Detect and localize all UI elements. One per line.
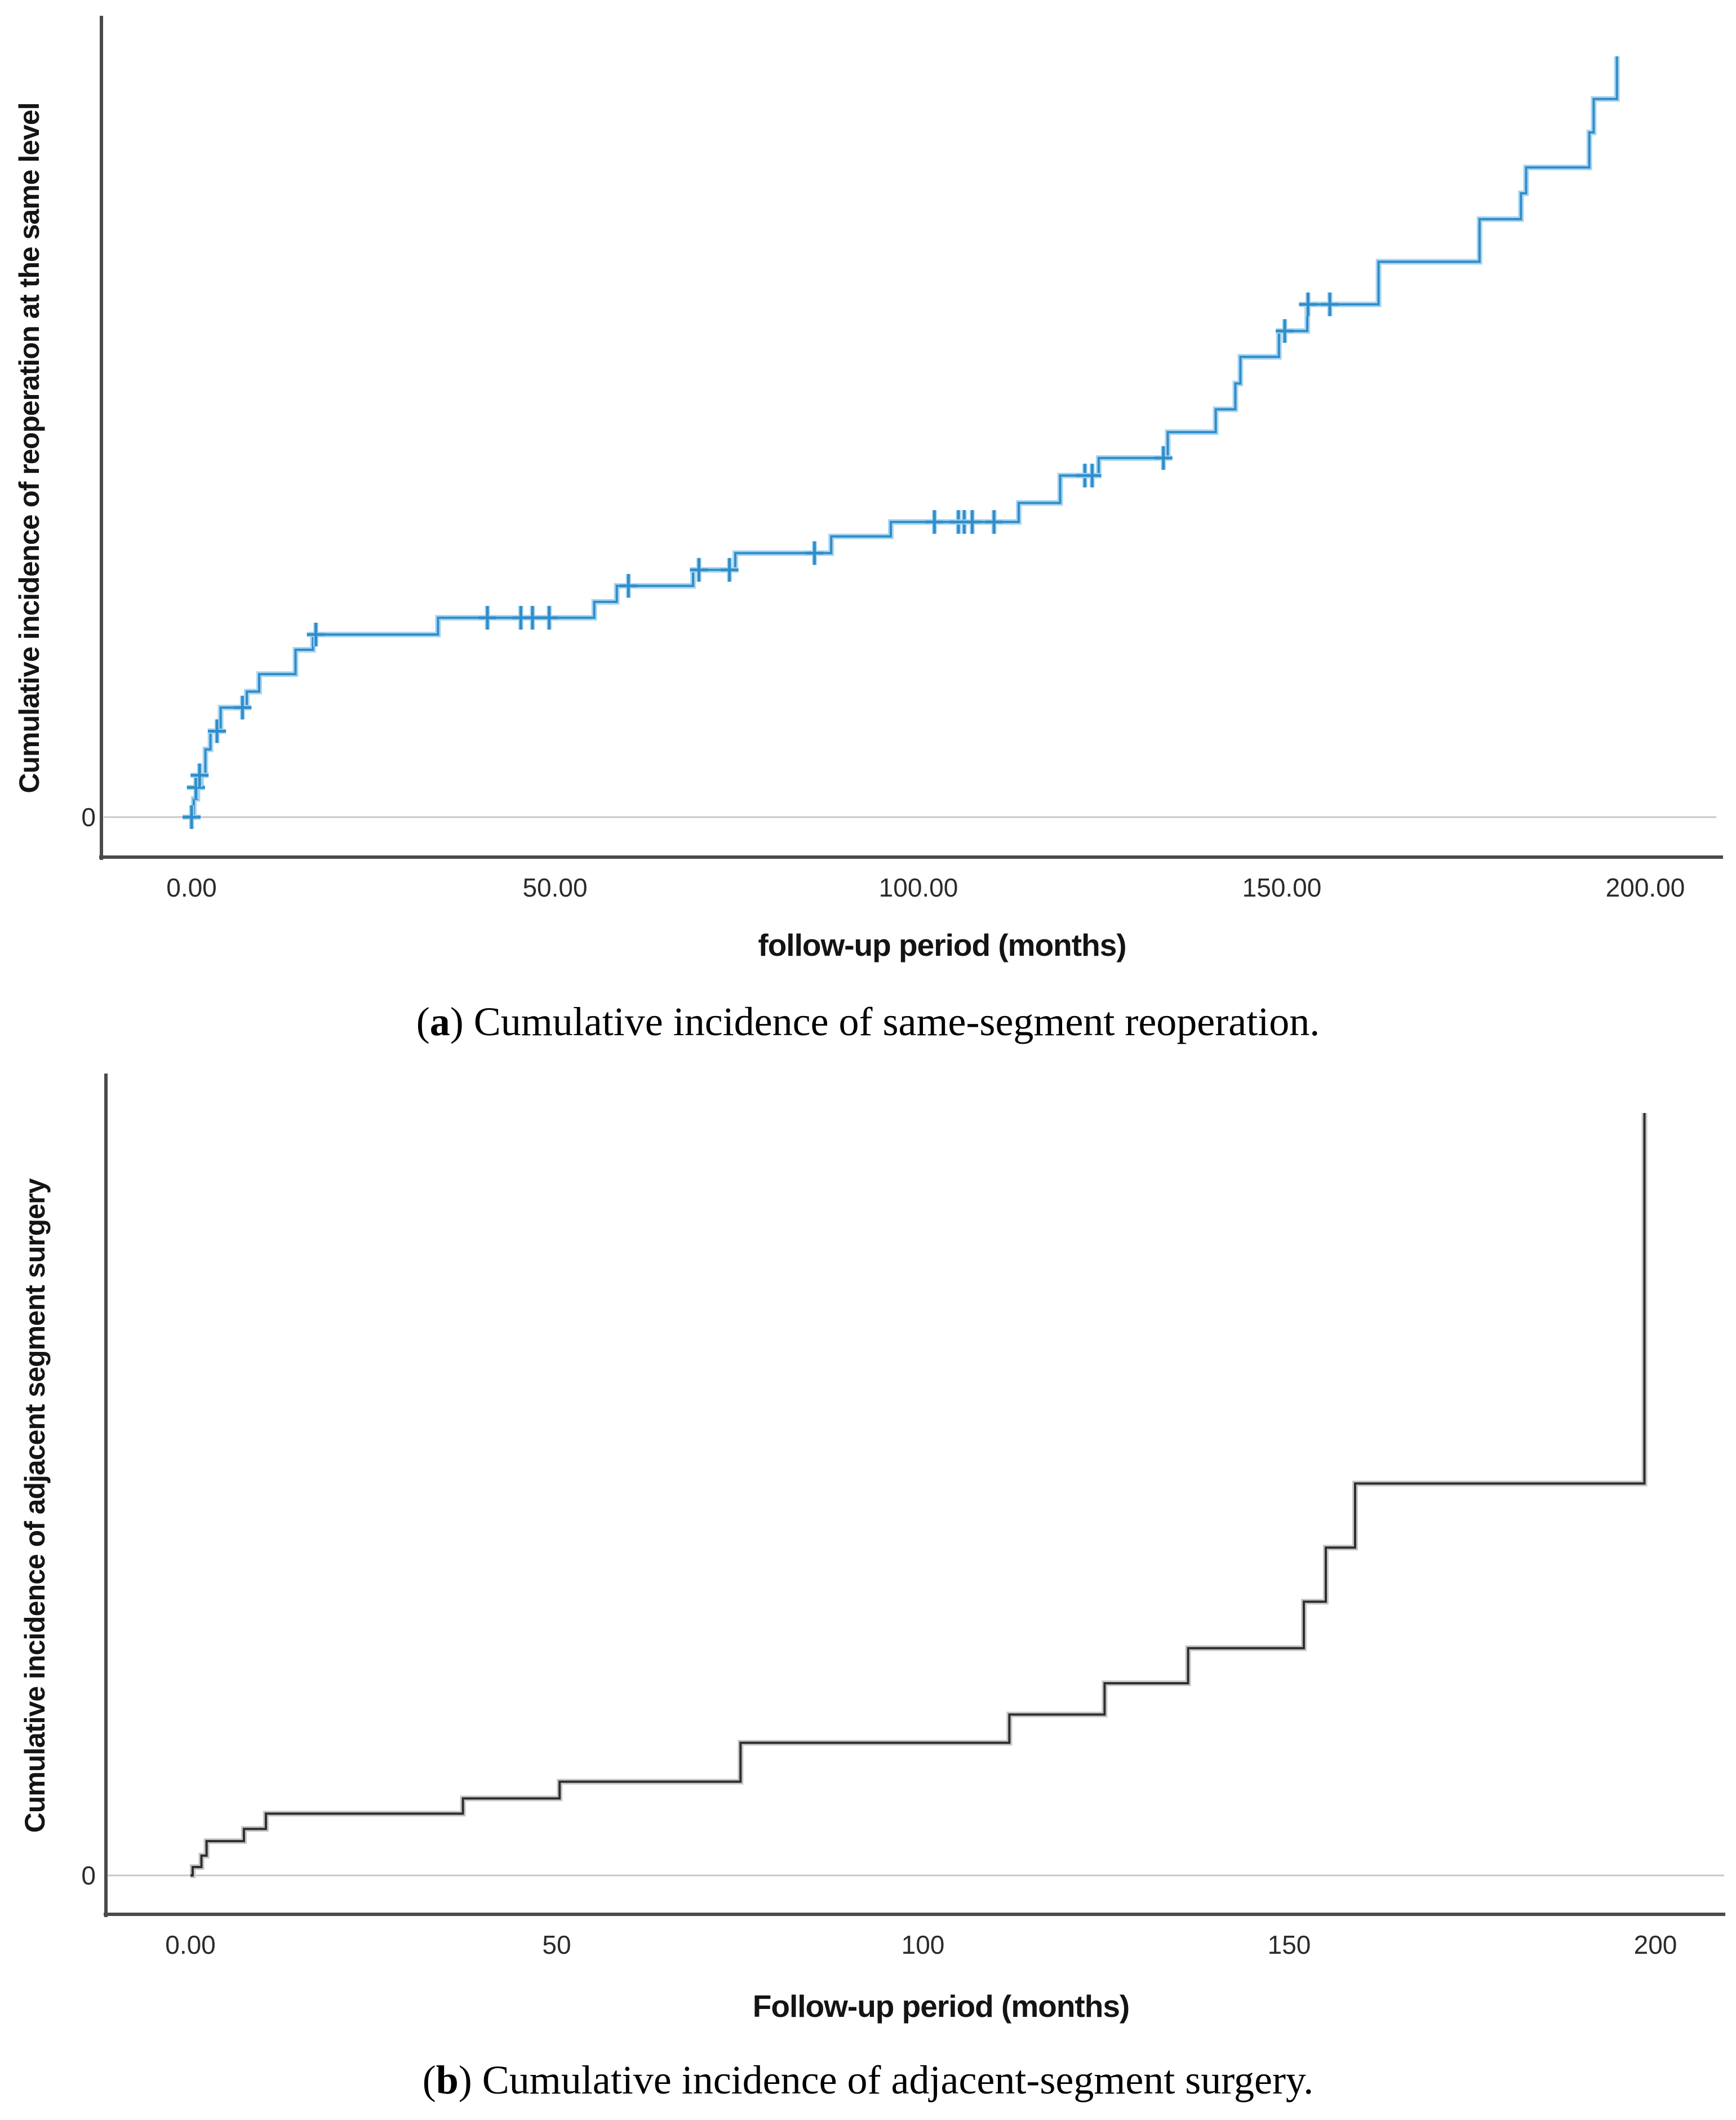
censor-mark (187, 775, 205, 800)
chart-b-x-tick-label: 100 (901, 1930, 945, 1959)
censor-mark (1276, 319, 1294, 343)
chart-a-curve (192, 56, 1618, 818)
censor-mark (478, 606, 497, 630)
chart-a-x-axis-title: follow-up period (months) (758, 928, 1126, 963)
chart-b-y-zero-tick: 0 (81, 1861, 96, 1890)
chart-b-x-tick-label: 200 (1633, 1930, 1677, 1959)
chart-a-curve-halo (190, 56, 1620, 820)
censor-mark (985, 510, 1004, 534)
censor-mark (307, 623, 325, 646)
censor-mark (190, 763, 209, 787)
chart-a-x-tick-label: 0.00 (166, 873, 217, 902)
chart-a-y-axis-label: Cumulative incidence of reoperation at t… (14, 103, 45, 793)
chart-a-caption: (a) Cumulative incidence of same-segment… (0, 999, 1736, 1045)
chart-b-curve-halo (189, 1113, 1648, 1878)
chart-b-x-tick-label: 150 (1267, 1930, 1311, 1959)
censor-mark (1321, 292, 1339, 317)
chart-a-caption-tag: (a) (416, 999, 464, 1044)
censor-mark (523, 606, 542, 630)
chart-b-x-axis-title: Follow-up period (months) (752, 1989, 1130, 2024)
chart-b-caption-tag: (b) (422, 2057, 472, 2103)
chart-b-caption: (b) Cumulative incidence of adjacent-seg… (0, 2057, 1736, 2104)
chart-a-caption-text: Cumulative incidence of same-segment reo… (463, 999, 1320, 1044)
chart-a-y-zero-tick: 0 (81, 802, 96, 832)
censor-mark (208, 719, 227, 743)
chart-b-x-tick-label: 0.00 (165, 1930, 216, 1959)
censor-mark (540, 606, 558, 630)
censor-mark (1154, 446, 1173, 470)
chart-b-x-tick-label: 50 (542, 1930, 571, 1959)
censor-mark (1299, 292, 1317, 317)
censor-mark (963, 510, 982, 534)
censor-mark (925, 510, 944, 534)
chart-a-x-tick-label: 150.00 (1242, 873, 1322, 902)
chart-a-x-tick-label: 200.00 (1605, 873, 1685, 902)
censor-mark (720, 558, 739, 582)
chart-a-x-tick-label: 100.00 (878, 873, 958, 902)
censor-mark (690, 558, 708, 582)
censor-mark (183, 805, 201, 829)
censor-mark (233, 695, 252, 720)
chart-b-curve (190, 1113, 1646, 1877)
censor-mark (805, 541, 824, 565)
chart-b-caption-text: Cumulative incidence of adjacent-segment… (472, 2057, 1314, 2103)
censor-mark (619, 574, 638, 598)
chart-b-y-axis-label: Cumulative incidence of adjacent segment… (19, 1178, 51, 1833)
chart-a-x-tick-label: 50.00 (522, 873, 588, 902)
censor-mark (1083, 463, 1102, 487)
